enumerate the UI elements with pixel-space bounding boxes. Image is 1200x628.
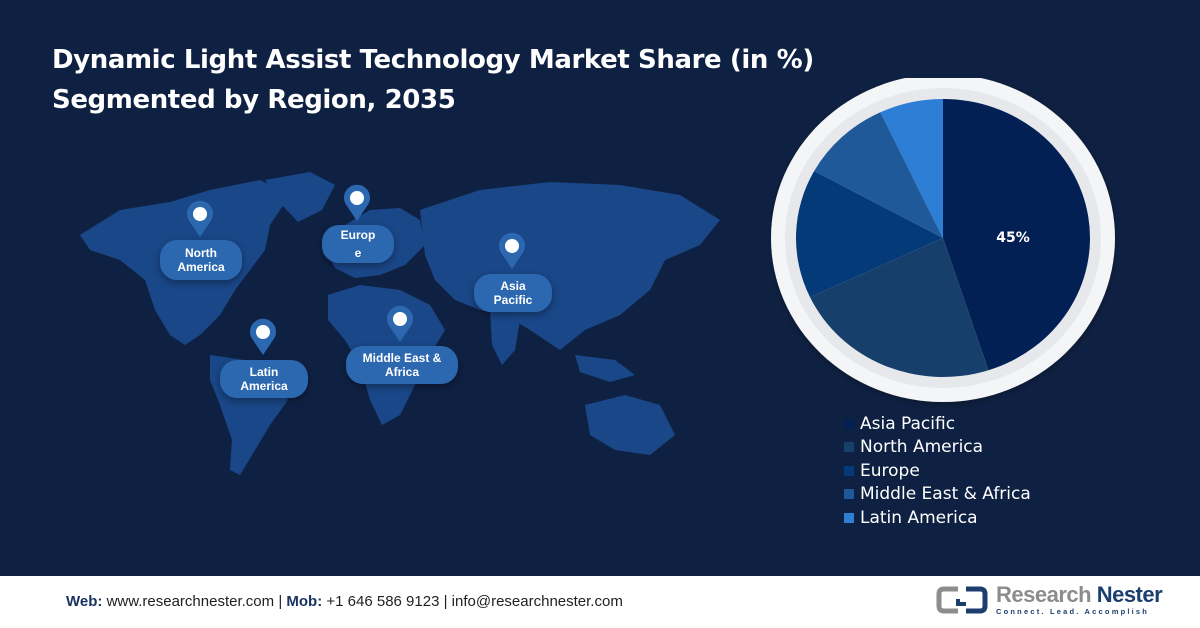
mobile-label: Mob:: [286, 593, 323, 610]
legend-label: Europe: [860, 460, 920, 481]
legend-item-asia-pacific: Asia Pacific: [844, 412, 1031, 436]
legend-item-north-america: North America: [844, 436, 1031, 460]
slice-value-label: 45%: [996, 230, 1030, 246]
legend-swatch: [844, 512, 854, 523]
legend-swatch: [844, 489, 854, 500]
logo-text: Research Nester Connect. Lead. Accomplis…: [996, 582, 1163, 617]
map-marker-latin-america[interactable]: Latin America: [220, 360, 308, 398]
logo-mark-icon: [936, 586, 988, 614]
pie-slices: [796, 99, 1090, 377]
legend-item-latin-america: Latin America: [844, 506, 1031, 530]
chart-title: Dynamic Light Assist Technology Market S…: [52, 40, 814, 120]
legend-item-europe: Europe: [844, 459, 1031, 483]
map-marker-europe[interactable]: Europ e: [322, 225, 394, 263]
title-line-2: Segmented by Region, 2035: [52, 85, 456, 115]
location-pin-icon: [344, 184, 370, 221]
location-pin-icon: [250, 318, 276, 355]
location-pin-icon: [387, 305, 413, 342]
logo-name: Research Nester: [996, 582, 1163, 607]
location-pin-icon: [499, 232, 525, 269]
logo-word-nester: Nester: [1096, 582, 1163, 607]
web-link[interactable]: www.researchnester.com: [106, 593, 275, 610]
research-nester-logo: Research Nester Connect. Lead. Accomplis…: [936, 582, 1163, 617]
chart-legend: Asia Pacific North America Europe Middle…: [844, 412, 1031, 530]
logo-tagline: Connect. Lead. Accomplish: [996, 607, 1150, 616]
footer: Web: www.researchnester.com | Mob: +1 64…: [0, 576, 1200, 628]
legend-label: Latin America: [860, 507, 978, 528]
pie-chart-graphic: 45%: [771, 74, 1115, 402]
logo-word-research: Research: [996, 582, 1092, 607]
separator: |: [443, 593, 448, 610]
email-link[interactable]: info@researchnester.com: [451, 593, 623, 610]
legend-swatch: [844, 442, 854, 453]
legend-label: Middle East & Africa: [860, 484, 1031, 505]
contact-info: Web: www.researchnester.com | Mob: +1 64…: [66, 593, 623, 610]
web-label: Web:: [66, 593, 103, 610]
map-marker-north-america[interactable]: North America: [160, 240, 242, 280]
map-marker-middle-east-africa[interactable]: Middle East & Africa: [346, 346, 458, 384]
location-pin-icon: [187, 200, 213, 237]
pie-slice-middle-east-africa: [814, 112, 943, 238]
world-map: North America Europ e Asia Pacific Latin…: [60, 150, 740, 490]
infographic-canvas: Dynamic Light Assist Technology Market S…: [52, 40, 1116, 530]
pie-slice-north-america: [809, 238, 989, 377]
map-marker-asia-pacific[interactable]: Asia Pacific: [474, 274, 552, 312]
mobile-number: +1 646 586 9123: [326, 593, 440, 610]
title-line-1: Dynamic Light Assist Technology Market S…: [52, 45, 814, 75]
legend-item-middle-east-africa: Middle East & Africa: [844, 483, 1031, 507]
legend-swatch: [844, 418, 854, 429]
legend-label: North America: [860, 437, 984, 458]
separator: |: [278, 593, 283, 610]
legend-label: Asia Pacific: [860, 413, 956, 434]
pie-slice-latin-america: [880, 99, 943, 238]
pie-chart: 45%: [770, 74, 1116, 414]
pie-slice-europe: [796, 171, 943, 298]
legend-swatch: [844, 465, 854, 476]
pie-slice-asia-pacific: [943, 99, 1090, 371]
